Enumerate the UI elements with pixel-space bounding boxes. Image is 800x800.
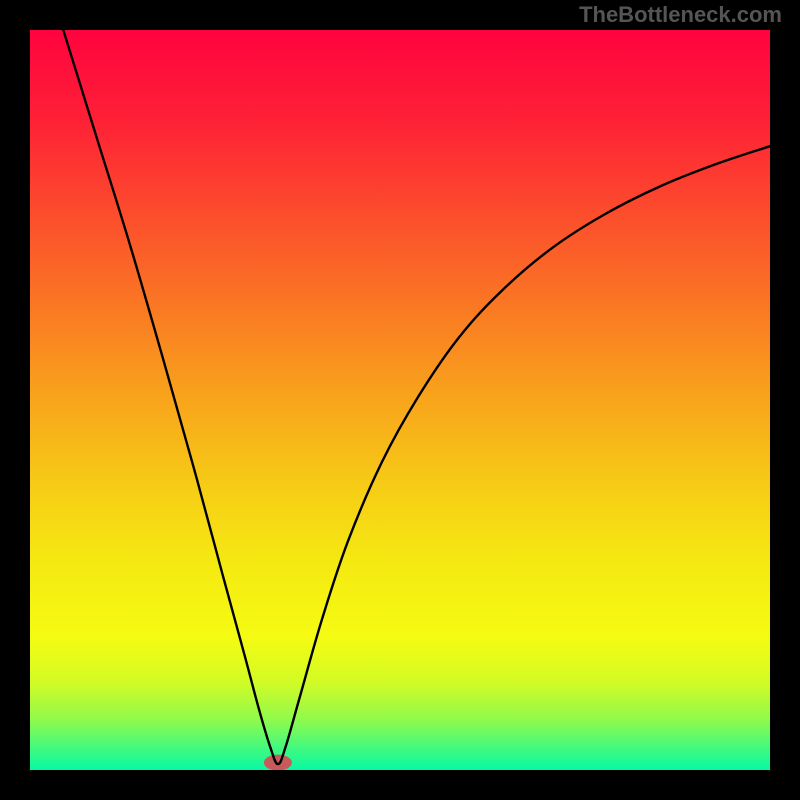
chart-container: TheBottleneck.com bbox=[0, 0, 800, 800]
plot-area bbox=[30, 30, 770, 770]
gradient-background bbox=[30, 30, 770, 770]
dip-marker bbox=[264, 755, 292, 770]
watermark-text: TheBottleneck.com bbox=[579, 2, 782, 28]
plot-svg bbox=[30, 30, 770, 770]
